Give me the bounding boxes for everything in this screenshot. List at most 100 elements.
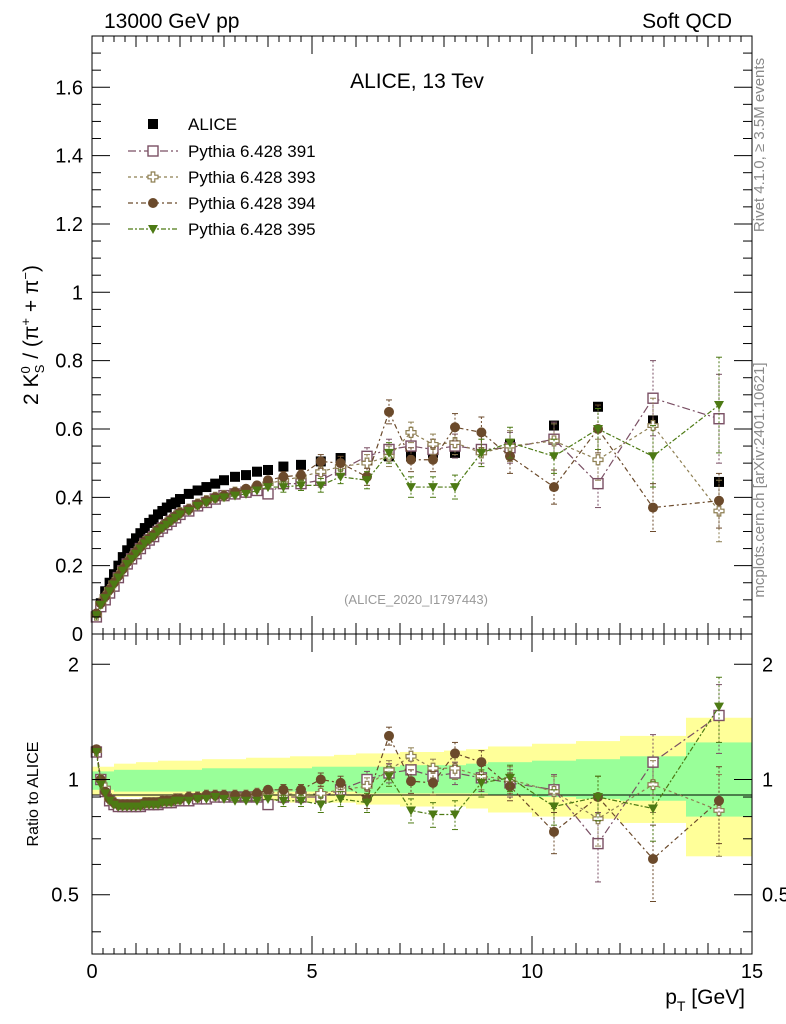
y-tick-label: 1.2 — [55, 214, 83, 236]
legend-entry-alice: ALICE — [148, 115, 237, 134]
pythia-6-428-395-point — [476, 448, 487, 458]
pythia-6-428-395-point — [219, 493, 229, 503]
legend-entry-pythia-6-428-395: Pythia 6.428 395 — [128, 220, 316, 239]
pythia-6-428-395-ratio-point — [91, 748, 102, 758]
pythia-6-428-394-point — [335, 458, 346, 469]
pythia-6-428-394-point — [476, 427, 487, 438]
pythia-6-428-394-point — [648, 502, 658, 513]
y-tick-label: 1.6 — [55, 77, 83, 99]
alice-point — [230, 471, 240, 482]
x-label-sub: T — [677, 998, 686, 1014]
analysis-tag: (ALICE_2020_I1797443) — [344, 592, 488, 607]
ratio-y-tick-label-right: 0.5 — [762, 885, 786, 907]
pythia-6-428-395-point — [161, 520, 172, 530]
pythia-6-428-395-point — [183, 506, 194, 516]
pythia-6-428-395-point — [109, 580, 119, 590]
pythia-6-428-395-ratio-point — [241, 796, 251, 806]
alice-point — [241, 470, 251, 481]
pythia-6-428-395-point — [278, 483, 289, 493]
legend-marker — [148, 198, 158, 208]
y-tick-label: 0.8 — [55, 351, 83, 373]
pythia-6-428-395-point — [144, 536, 155, 546]
pythia-6-428-395-point — [91, 611, 102, 621]
y-label-mid: + π — [20, 280, 43, 318]
pythia-6-428-394-point — [450, 422, 460, 433]
pythia-6-428-395-point — [450, 483, 460, 493]
pythia-6-428-395-point — [135, 544, 146, 554]
pythia-6-428-395-ratio-point — [175, 796, 185, 806]
pythia-6-428-394-ratio-point — [278, 784, 289, 795]
pythia-6-428-395-ratio-point — [252, 796, 262, 806]
pythia-6-428-395-ratio-point — [428, 810, 438, 820]
pythia-6-428-395-ratio-point — [362, 798, 372, 808]
alice-point — [135, 528, 146, 539]
pythia-6-428-395-line — [95, 404, 720, 616]
pythia-6-428-395-ratio-point — [263, 794, 273, 804]
pythia-6-428-395-point — [335, 472, 346, 482]
pythia-6-428-395-point — [153, 527, 163, 537]
pythia-6-428-395-point — [252, 486, 262, 496]
pythia-6-428-395-point — [241, 489, 251, 499]
legend-label: Pythia 6.428 395 — [188, 220, 316, 239]
alice-point — [148, 514, 159, 525]
pythia-6-428-394-point — [315, 456, 326, 467]
pythia-6-428-395-ratio-point — [219, 794, 229, 804]
pythia-6-428-395-point — [505, 438, 515, 448]
band-green — [114, 769, 136, 792]
pythia-6-428-395-point — [714, 401, 724, 411]
x-tick-label: 15 — [741, 961, 763, 983]
band-green — [290, 768, 312, 792]
ratio-y-tick-label-left: 0.5 — [51, 885, 79, 907]
pythia-6-428-395-ratio-point — [335, 794, 346, 804]
legend: ALICE Pythia 6.428 391 Pythia 6.428 393 Pyt… — [128, 115, 316, 239]
legend-entry-pythia-6-428-391: Pythia 6.428 391 — [128, 142, 316, 161]
pythia-6-428-394-point — [296, 470, 306, 481]
alice-point — [192, 485, 203, 496]
alice-point — [117, 552, 128, 563]
pythia-6-428-393-ratio-point — [361, 780, 373, 792]
y-tick-label: 0 — [72, 624, 83, 646]
pythia-6-428-394-ratio-point — [428, 777, 438, 788]
band-green — [158, 769, 180, 792]
pythia-6-428-393-point — [315, 466, 327, 478]
ratio-y-tick-label-right: 2 — [762, 654, 773, 676]
pythia-6-428-395-point — [263, 483, 273, 493]
pythia-6-428-395-ratio-point — [210, 793, 221, 803]
pythia-6-428-395-point — [100, 594, 111, 604]
pythia-6-428-395-point — [166, 517, 177, 527]
main-plot-panel: 0 0.2 0.4 0.6 0.8 1 1.2 1.4 1.6 ALICE, 13 Tev (A… — [18, 35, 753, 646]
ratio-y-tick-label-left: 1 — [68, 770, 79, 792]
header-category: Soft QCD — [642, 10, 732, 33]
pythia-6-428-393-ratio-point — [647, 778, 659, 791]
pythia-6-428-391-point — [405, 440, 417, 452]
ratio-plot-axes: 0.5 0.5 1 1 2 2 0 5 10 15 — [51, 634, 786, 983]
pythia-6-428-395-ratio-point — [406, 806, 416, 816]
alice-point — [183, 488, 194, 499]
pythia-6-428-394-ratio-point — [384, 730, 394, 741]
pythia-6-428-394-point — [384, 406, 394, 417]
alice-point — [450, 447, 460, 458]
header-energy: 13000 GeV pp — [104, 10, 239, 33]
pythia-6-428-395-ratio-point — [593, 793, 603, 803]
x-tick-label: 0 — [86, 961, 97, 983]
pythia-6-428-395-point — [428, 483, 438, 493]
pythia-6-428-395-point — [384, 448, 394, 458]
y-label-minus: − — [18, 272, 33, 280]
pythia-6-428-395-point — [126, 554, 137, 564]
y-label-sub: S — [32, 364, 47, 373]
legend-label: Pythia 6.428 391 — [188, 142, 316, 161]
pythia-6-428-394-point — [278, 471, 289, 482]
pythia-6-428-393-ratio-point — [427, 762, 439, 774]
pythia-6-428-395-ratio-point — [201, 794, 212, 804]
ratio-y-tick-label-left: 2 — [68, 654, 79, 676]
legend-label: Pythia 6.428 393 — [188, 168, 316, 187]
pythia-6-428-395-point — [157, 524, 168, 534]
pythia-6-428-395-point — [148, 532, 159, 542]
ratio-plot-panel: 0.5 0.5 1 1 2 2 0 5 10 15 Ratio to ALICE pT [GeV] — [25, 633, 786, 1014]
alice-point — [263, 464, 273, 475]
pythia-6-428-395-point — [131, 549, 141, 559]
alice-point — [175, 494, 185, 505]
y-label-sup: 0 — [18, 366, 33, 373]
legend-entry-pythia-6-428-394: Pythia 6.428 394 — [128, 194, 316, 213]
pythia-6-428-395-point — [175, 510, 185, 520]
